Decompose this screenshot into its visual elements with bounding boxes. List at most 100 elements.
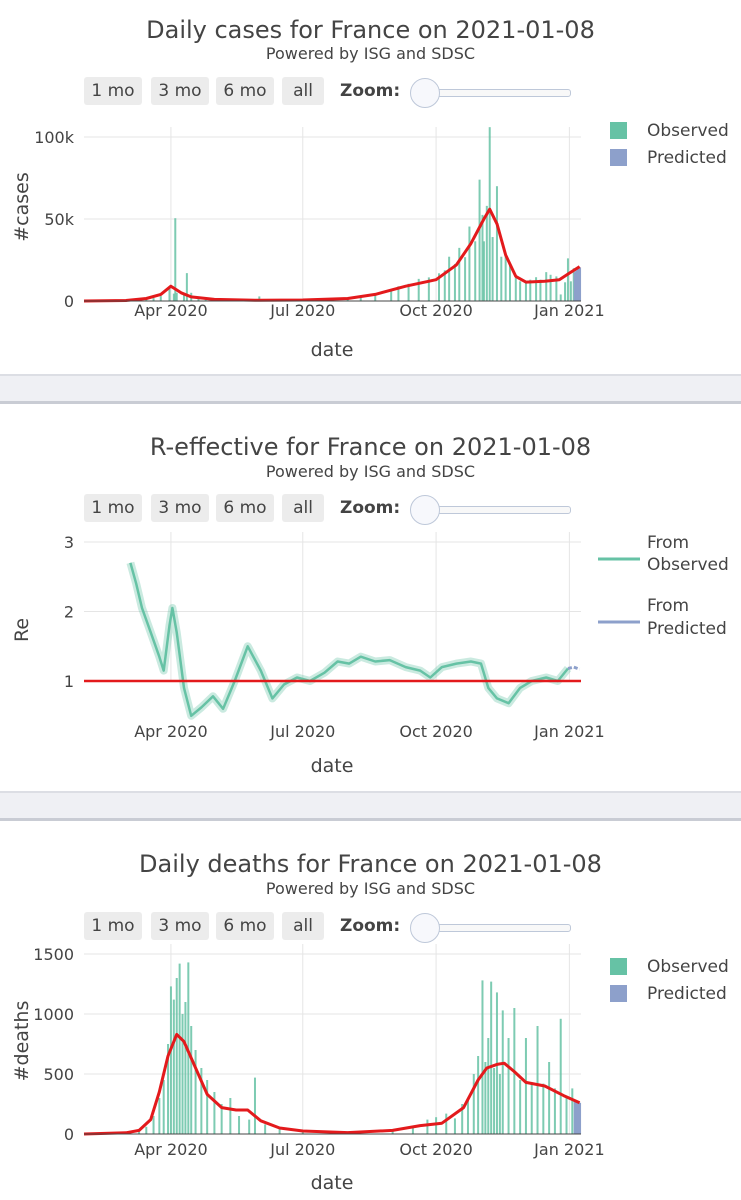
- observed-bar: [493, 1068, 496, 1134]
- observed-confidence-band: [126, 561, 572, 720]
- observed-bar: [548, 1062, 551, 1134]
- x-axis-label: date: [311, 1172, 354, 1194]
- observed-bar: [248, 1119, 251, 1134]
- observed-bar: [159, 296, 162, 301]
- range-button-all[interactable]: all: [282, 77, 324, 105]
- observed-bar: [448, 256, 451, 301]
- observed-bar: [555, 276, 558, 301]
- chart-subtitle: Powered by ISG and SDSC: [265, 44, 476, 63]
- observed-bar: [453, 1118, 456, 1134]
- y-tick-label: 100k: [34, 128, 75, 147]
- y-tick-label: 3: [64, 533, 74, 552]
- observed-bar: [213, 1092, 216, 1134]
- x-tick-label: Apr 2020: [134, 722, 207, 741]
- range-button-all[interactable]: all: [282, 912, 324, 940]
- chart-subtitle: Powered by ISG and SDSC: [265, 462, 476, 481]
- observed-bar: [519, 281, 522, 301]
- x-tick-label: Jul 2020: [269, 301, 335, 320]
- smoothed-line: [83, 1032, 581, 1136]
- observed-bar: [407, 283, 410, 301]
- legend-label-predicted: Predicted: [647, 619, 727, 639]
- observed-bar: [482, 241, 485, 301]
- observed-bar: [185, 273, 188, 301]
- legend-label-observed: From: [647, 533, 689, 553]
- range-button-3mo[interactable]: 3 mo: [151, 912, 209, 940]
- observed-bar: [168, 288, 171, 301]
- legend-swatch-observed: [610, 122, 627, 139]
- legend-label-observed: Observed: [647, 121, 729, 141]
- observed-bar: [145, 299, 148, 301]
- observed-bar: [514, 278, 517, 301]
- observed-bar: [438, 273, 440, 301]
- observed-bar: [184, 1002, 187, 1134]
- observed-bar: [374, 294, 377, 301]
- observed-bar: [182, 294, 185, 301]
- observed-bar: [571, 1088, 574, 1134]
- re-chart: Apr 2020 Jul 2020 Oct 2020 Jan 2021 1 2 3 date R…: [11, 532, 729, 777]
- range-button-3mo[interactable]: 3 mo: [151, 494, 209, 522]
- zoom-slider-handle[interactable]: [410, 913, 440, 943]
- observed-bar: [301, 1131, 304, 1134]
- range-button-3mo[interactable]: 3 mo: [151, 77, 209, 105]
- re-panel: R-effective for France on 2021-01-08 Pow…: [0, 404, 741, 790]
- predicted-bar: [578, 267, 582, 301]
- x-tick-label: Jul 2020: [269, 722, 335, 741]
- observed-bar: [258, 296, 261, 301]
- x-tick-label: Jan 2021: [533, 1140, 604, 1159]
- zoom-slider-handle[interactable]: [410, 78, 440, 108]
- observed-bar: [426, 1119, 429, 1134]
- range-button-all[interactable]: all: [282, 494, 324, 522]
- range-button-1mo[interactable]: 1 mo: [84, 912, 142, 940]
- range-button-6mo[interactable]: 6 mo: [216, 912, 274, 940]
- observed-bar: [172, 999, 175, 1134]
- observed-bar: [539, 279, 542, 301]
- observed-bar: [194, 1050, 197, 1134]
- observed-bar: [559, 294, 562, 301]
- observed-bar: [566, 258, 569, 301]
- x-tick-label: Oct 2020: [399, 1140, 472, 1159]
- observed-bar: [485, 205, 488, 301]
- observed-bar: [278, 1129, 281, 1134]
- range-button-1mo[interactable]: 1 mo: [84, 494, 142, 522]
- observed-bar: [229, 1098, 232, 1134]
- legend-swatch-observed: [610, 958, 627, 975]
- observed-bar: [443, 270, 446, 301]
- observed-bar: [487, 1038, 490, 1134]
- observed-bar: [411, 1126, 414, 1134]
- legend-label-predicted: From: [647, 596, 689, 616]
- x-tick-label: Oct 2020: [399, 301, 472, 320]
- deaths-panel: Daily deaths for France on 2021-01-08 Po…: [0, 821, 741, 1200]
- zoom-slider-handle[interactable]: [410, 495, 440, 525]
- observed-bar: [495, 186, 498, 301]
- range-button-1mo[interactable]: 1 mo: [84, 77, 142, 105]
- x-tick-label: Apr 2020: [134, 1140, 207, 1159]
- x-tick-label: Jan 2021: [533, 722, 604, 741]
- observed-bar: [466, 1098, 469, 1134]
- observed-bar: [530, 1082, 533, 1134]
- observed-bar: [553, 1088, 556, 1134]
- observed-bar: [458, 247, 461, 301]
- observed-bar: [445, 1113, 448, 1134]
- legend-label-predicted: Predicted: [647, 984, 727, 1004]
- observed-bar: [488, 127, 491, 301]
- observed-bar: [181, 1014, 184, 1134]
- observed-bar: [253, 1077, 256, 1134]
- y-tick-label: 1500: [33, 945, 74, 964]
- observed-bar: [390, 289, 393, 301]
- predicted-series-line: [567, 665, 581, 671]
- y-tick-label: 50k: [44, 210, 74, 229]
- chart-title: R-effective for France on 2021-01-08: [149, 433, 592, 461]
- observed-bar: [427, 277, 430, 301]
- range-button-6mo[interactable]: 6 mo: [216, 494, 274, 522]
- observed-bar: [519, 1080, 522, 1134]
- observed-bar: [158, 1098, 161, 1134]
- y-axis-label: #deaths: [11, 1001, 33, 1082]
- observed-bar: [509, 263, 511, 301]
- observed-bar: [175, 292, 178, 301]
- observed-bar: [359, 296, 362, 301]
- observed-bar: [200, 1068, 203, 1134]
- x-tick-label: Oct 2020: [399, 722, 472, 741]
- range-button-6mo[interactable]: 6 mo: [216, 77, 274, 105]
- zoom-label: Zoom:: [340, 916, 401, 936]
- zoom-label: Zoom:: [340, 498, 401, 518]
